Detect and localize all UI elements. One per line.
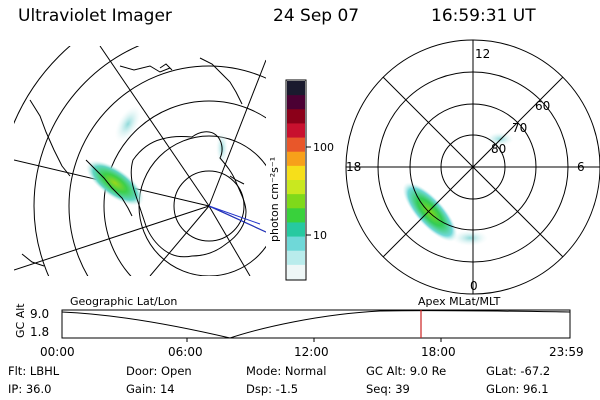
colorbar-cell bbox=[287, 137, 305, 153]
altitude-axis-label: GC Alt bbox=[14, 303, 27, 338]
colorbar-cell bbox=[287, 180, 305, 195]
instrument-title: Ultraviolet Imager bbox=[18, 6, 172, 26]
seq-info: Seq: 39 bbox=[366, 382, 410, 396]
colorbar-cell bbox=[287, 264, 305, 280]
aurora-emission bbox=[114, 105, 142, 143]
ip-info: IP: 36.0 bbox=[8, 382, 52, 396]
apex-label: Apex MLat/MLT bbox=[418, 295, 501, 308]
mlat-label-70: 70 bbox=[512, 121, 527, 135]
time-tick-1200: 12:00 bbox=[294, 345, 329, 359]
dsp-info: Dsp: -1.5 bbox=[246, 382, 299, 396]
look-direction-line bbox=[208, 205, 261, 225]
altitude-plot-frame bbox=[61, 309, 571, 339]
look-direction-line bbox=[208, 205, 266, 233]
mlt-label-6: 6 bbox=[577, 160, 585, 174]
altitude-curve bbox=[61, 310, 571, 339]
aurora-emission bbox=[452, 230, 488, 246]
colorbar: 100 10 photon cm⁻²s⁻¹ bbox=[268, 79, 334, 281]
colorbar-cell bbox=[287, 165, 305, 181]
geographic-grid bbox=[14, 46, 266, 276]
glon-info: GLon: 96.1 bbox=[486, 382, 549, 396]
colorbar-cell bbox=[287, 250, 305, 266]
filter-info: Flt: LBHL bbox=[8, 364, 60, 378]
colorbar-cell bbox=[287, 81, 305, 96]
time-tick-0000: 00:00 bbox=[40, 345, 75, 359]
colorbar-cell bbox=[287, 151, 305, 167]
mlat-label-60: 60 bbox=[535, 99, 550, 113]
colorbar-cell bbox=[287, 109, 305, 124]
coastline-outlines bbox=[21, 57, 247, 267]
gc-alt-info: GC Alt: 9.0 Re bbox=[366, 364, 447, 378]
colorbar-tick-100: 100 bbox=[313, 141, 334, 154]
polar-plot-panel: 12 6 0 18 60 70 80 bbox=[345, 39, 600, 295]
mlat-label-80: 80 bbox=[491, 142, 506, 156]
gain-info: Gain: 14 bbox=[126, 382, 175, 396]
time-tick-1800: 18:00 bbox=[421, 345, 456, 359]
geographic-label: Geographic Lat/Lon bbox=[70, 295, 178, 308]
colorbar-cell bbox=[287, 222, 305, 238]
time-label: 16:59:31 UT bbox=[431, 6, 536, 26]
colorbar-cell bbox=[287, 208, 305, 223]
colorbar-cell bbox=[287, 95, 305, 110]
colorbar-cell bbox=[287, 236, 305, 252]
time-tick-0600: 06:00 bbox=[168, 345, 203, 359]
alt-tick-low: 1.8 bbox=[30, 325, 50, 339]
colorbar-cell bbox=[287, 123, 305, 139]
colorbar-unit-label: photon cm⁻²s⁻¹ bbox=[268, 157, 281, 242]
time-tick-2359: 23:59 bbox=[549, 345, 584, 359]
altitude-plot bbox=[61, 309, 571, 342]
glat-info: GLat: -67.2 bbox=[486, 364, 551, 378]
colorbar-frame bbox=[285, 79, 307, 281]
mlt-label-18: 18 bbox=[346, 160, 361, 174]
date-label: 24 Sep 07 bbox=[273, 6, 360, 26]
mlt-label-12: 12 bbox=[475, 47, 490, 61]
aurora-oval-emission bbox=[402, 182, 458, 242]
polar-grid bbox=[345, 39, 600, 295]
mlt-label-0: 0 bbox=[470, 279, 478, 293]
colorbar-cell bbox=[287, 194, 305, 209]
colorbar-cells bbox=[287, 81, 305, 280]
door-info: Door: Open bbox=[126, 364, 192, 378]
mode-info: Mode: Normal bbox=[246, 364, 327, 378]
alt-tick-high: 9.0 bbox=[30, 307, 50, 321]
colorbar-tick-10: 10 bbox=[313, 229, 327, 242]
aurora-emission bbox=[86, 160, 144, 206]
geographic-map-panel bbox=[14, 46, 266, 276]
